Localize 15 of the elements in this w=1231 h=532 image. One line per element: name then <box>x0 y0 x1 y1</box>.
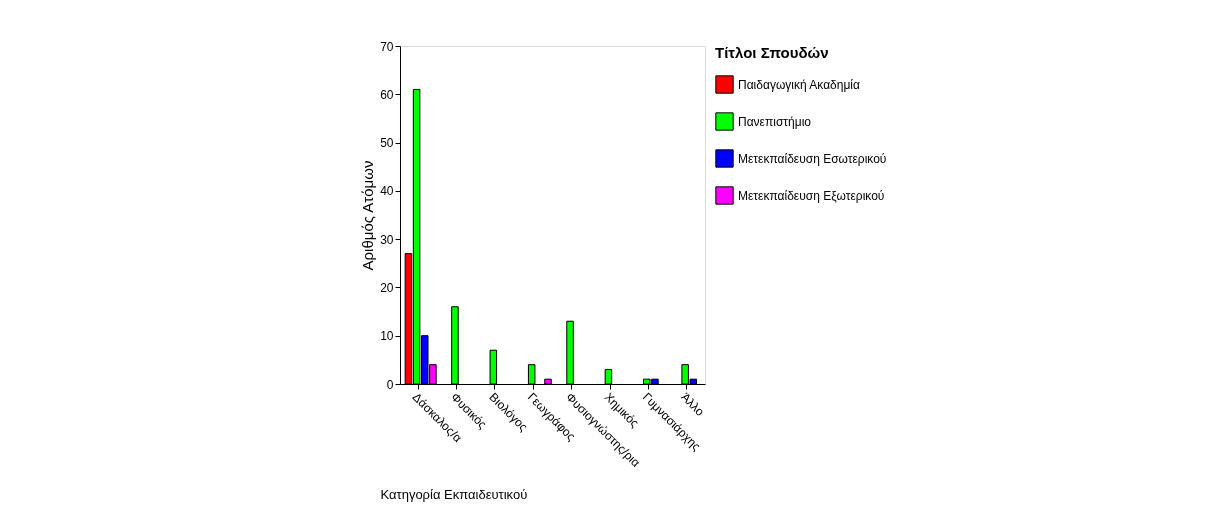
legend-label: Πανεπιστήμιο <box>738 114 812 129</box>
legend-label: Παιδαγωγική Ακαδημία <box>738 77 860 92</box>
x-axis-title: Κατηγορία Εκπαιδευτικού <box>380 487 528 503</box>
y-tick-label: 40 <box>380 184 394 199</box>
y-tick-label: 20 <box>380 280 394 295</box>
y-tick-label: 70 <box>380 39 394 54</box>
y-tick-label: 30 <box>380 232 394 247</box>
legend-label: Μετεκπαίδευση Εσωτερικού <box>738 151 887 166</box>
legend-title: Τίτλοι Σπουδών <box>715 44 829 61</box>
y-tick-label: 50 <box>380 136 394 151</box>
y-tick-label: 60 <box>380 87 394 102</box>
y-tick-label: 10 <box>380 329 394 344</box>
y-tick-label: 0 <box>386 377 394 392</box>
y-axis-title: Αριθμός Ατόμων <box>359 160 377 271</box>
legend-label: Μετεκπαίδευση Εξωτερικού <box>738 188 885 203</box>
